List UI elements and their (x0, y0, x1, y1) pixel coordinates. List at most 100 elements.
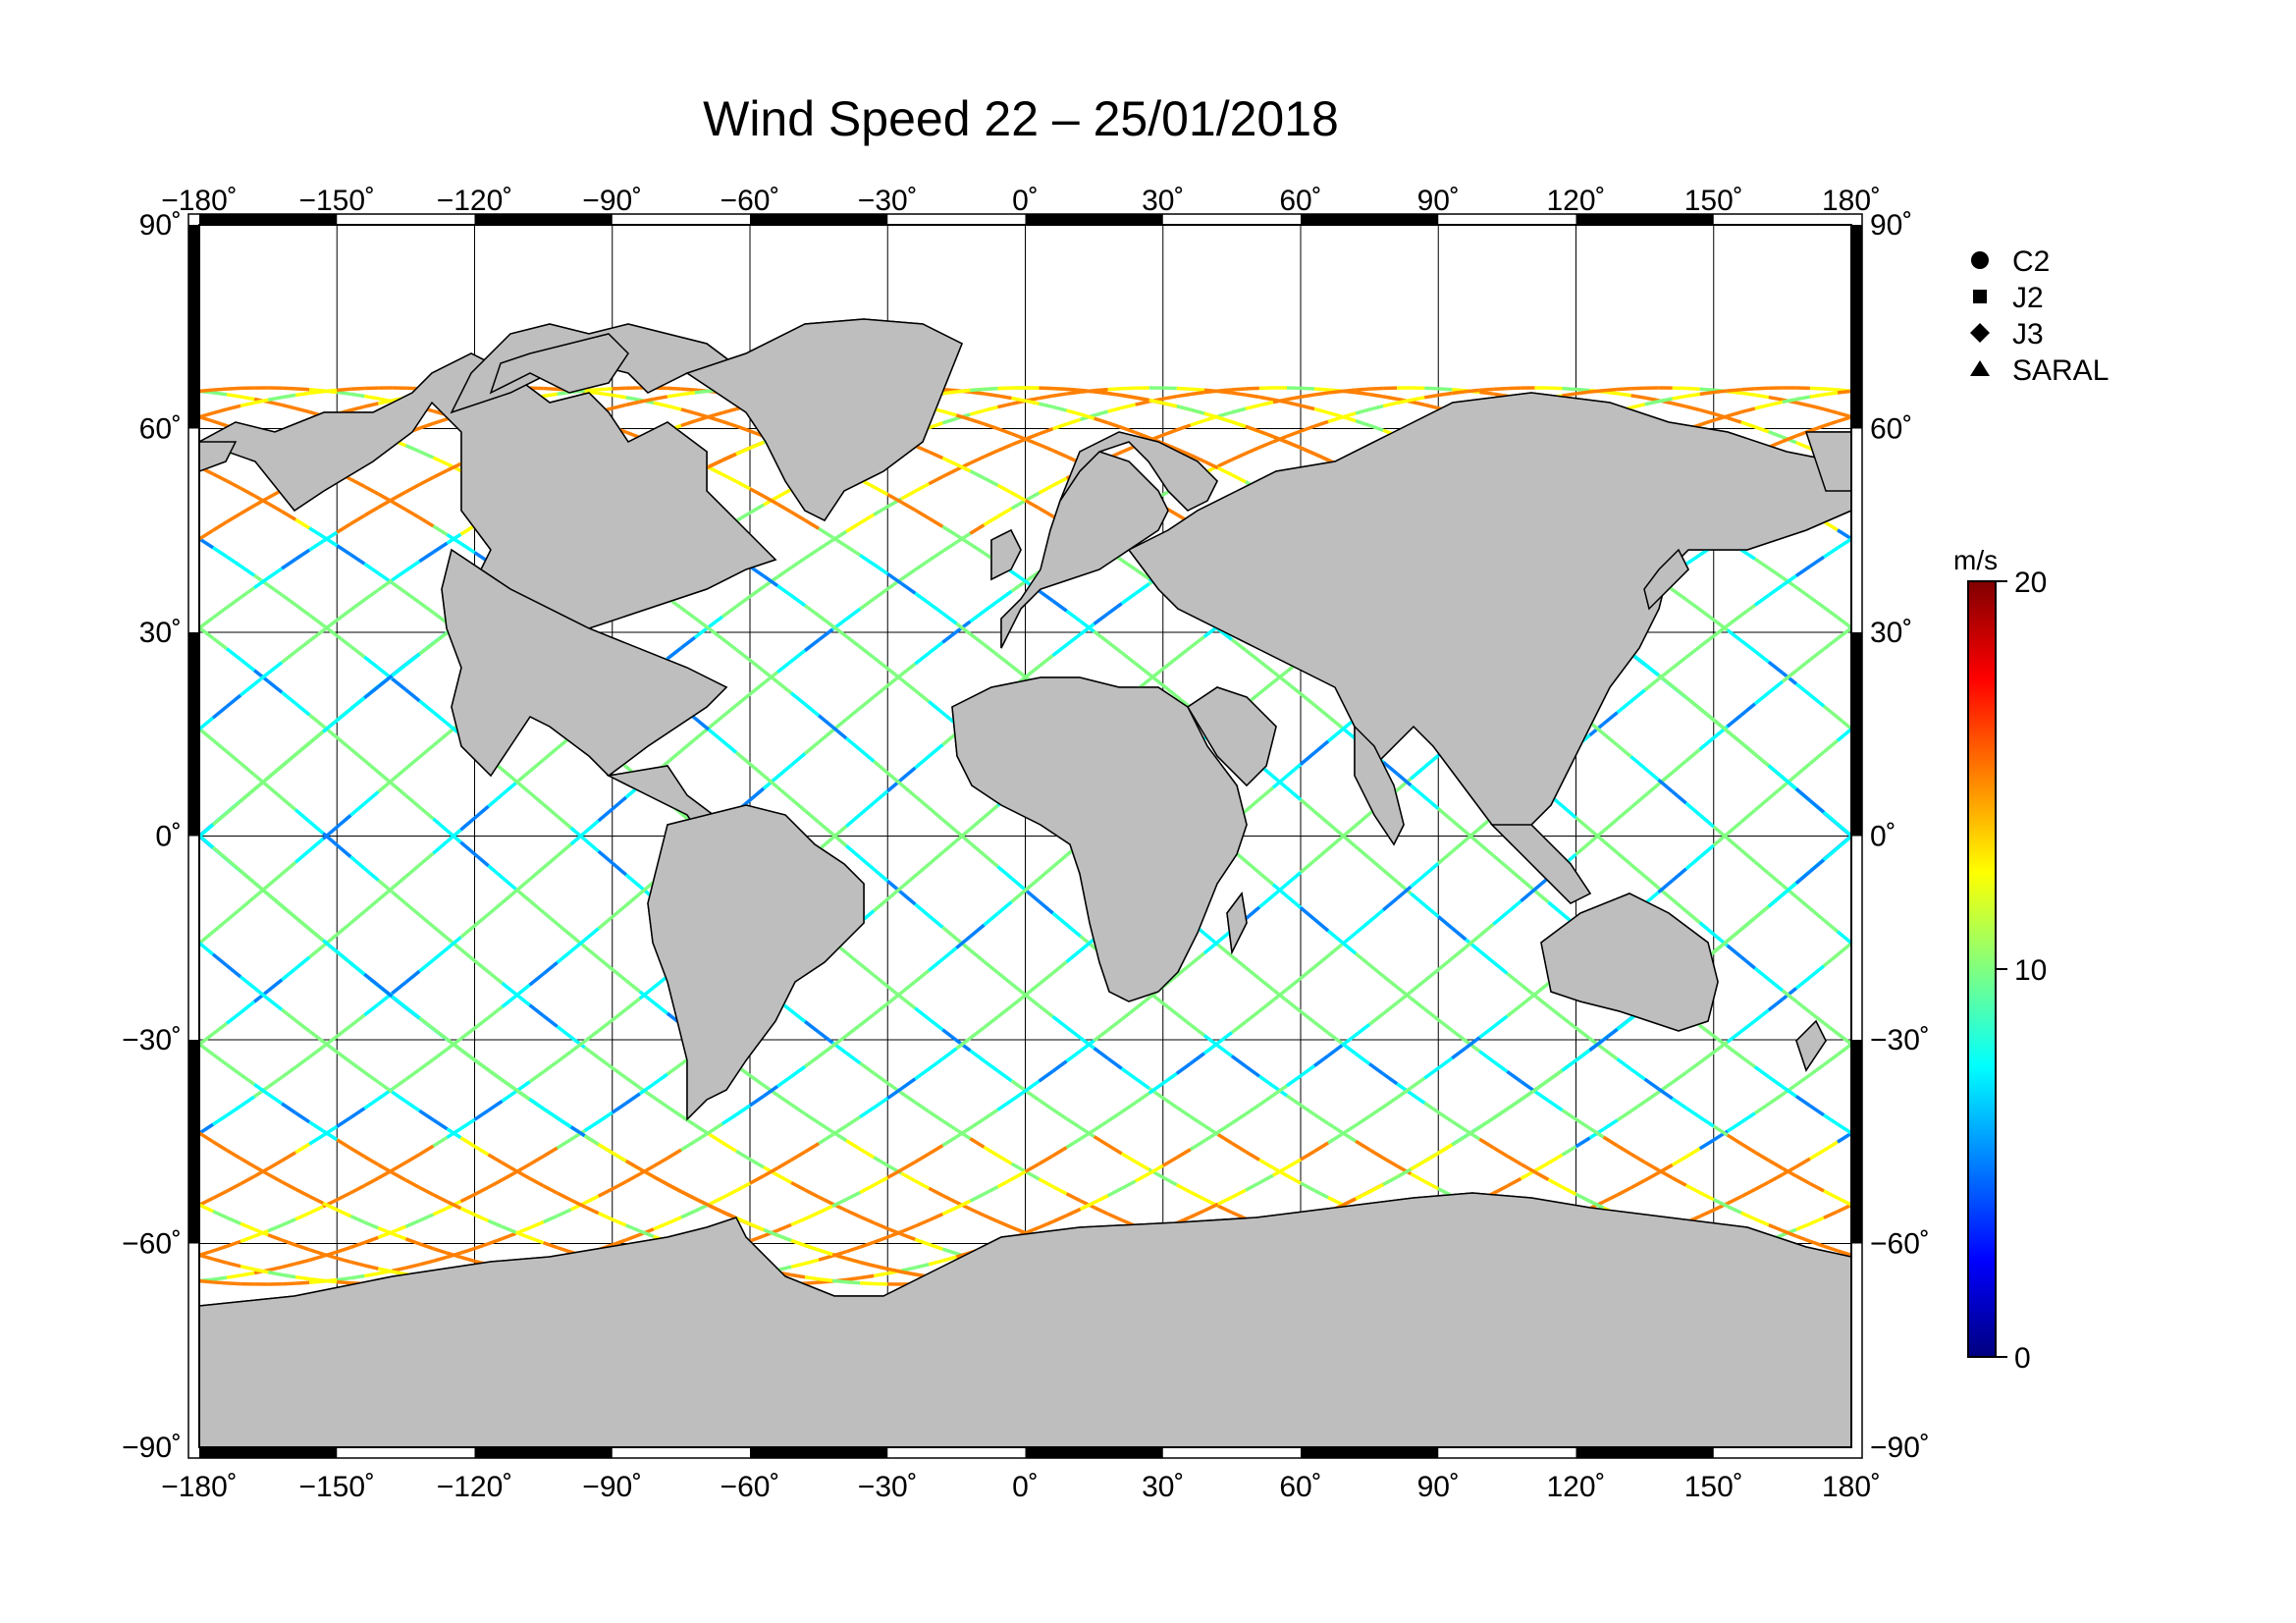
track-segment (1423, 903, 1440, 918)
track-segment (1768, 1172, 1784, 1184)
track-segment (859, 748, 876, 763)
track-segment (391, 767, 407, 783)
track-segment (1368, 423, 1384, 432)
track-segment (996, 1069, 1013, 1083)
track-segment (886, 991, 903, 1005)
track-segment (487, 901, 504, 916)
track-segment (1024, 877, 1041, 893)
track-segment (404, 1218, 421, 1228)
track-segment (253, 1166, 269, 1178)
track-segment (612, 393, 627, 400)
track-segment (1684, 855, 1701, 871)
track-segment (211, 606, 229, 620)
track-segment (667, 393, 682, 399)
track-segment (199, 1203, 214, 1214)
track-segment (1561, 1145, 1577, 1157)
track-segment (1038, 507, 1054, 518)
track-segment (501, 1170, 517, 1182)
track-segment (391, 981, 407, 996)
track-segment (1643, 677, 1660, 692)
track-segment (501, 768, 517, 783)
track-segment (1465, 831, 1481, 845)
track-segment (886, 886, 903, 901)
track-segment (983, 405, 998, 412)
track-segment (1038, 654, 1054, 669)
track-segment (267, 502, 284, 514)
track-segment (363, 972, 380, 987)
track-segment (1051, 422, 1068, 431)
track-segment (281, 690, 297, 705)
track-segment (556, 1025, 572, 1039)
track-segment (528, 866, 545, 881)
track-segment (873, 1271, 888, 1278)
track-segment (1836, 822, 1851, 838)
track-segment (803, 809, 821, 824)
track-segment (1327, 1121, 1344, 1134)
track-segment (1575, 1049, 1591, 1062)
track-segment (790, 510, 806, 522)
track-segment (1024, 1079, 1041, 1093)
track-segment (349, 1107, 366, 1119)
track-segment (1272, 398, 1288, 405)
track-segment (708, 410, 723, 419)
track-segment (1630, 386, 1645, 391)
track-segment (349, 514, 366, 526)
track-segment (1066, 390, 1081, 396)
track-segment (349, 855, 366, 870)
track-segment (363, 562, 380, 575)
track-segment (1533, 1079, 1550, 1092)
track-segment (1245, 404, 1260, 410)
track-segment (873, 684, 889, 699)
track-segment (1065, 1192, 1082, 1203)
track-segment (404, 508, 421, 519)
track-segment (928, 1056, 944, 1071)
track-segment (1312, 739, 1330, 755)
japan (1643, 548, 1689, 611)
track-segment (267, 567, 284, 580)
track-segment (1368, 392, 1384, 399)
track-segment (928, 1186, 944, 1198)
track-segment (996, 1154, 1013, 1165)
track-segment (253, 494, 269, 506)
track-segment (611, 1102, 627, 1114)
track-segment (1410, 396, 1425, 403)
track-segment (212, 1140, 228, 1152)
track-segment (859, 1147, 876, 1160)
track-segment (391, 1161, 407, 1172)
track-segment (1822, 918, 1840, 934)
track-segment (363, 1235, 379, 1245)
track-segment (583, 819, 600, 835)
track-segment (873, 1071, 889, 1085)
track-segment (983, 959, 999, 975)
track-segment (391, 676, 407, 691)
track-segment (487, 1005, 504, 1019)
track-segment (749, 440, 765, 450)
track-segment (941, 1028, 958, 1042)
track-segment (818, 526, 834, 539)
track-segment (322, 619, 339, 632)
track-segment (377, 674, 394, 688)
track-segment (831, 725, 848, 740)
track-segment (1589, 388, 1604, 394)
track-segment (734, 751, 752, 766)
track-segment (624, 1092, 641, 1106)
track-segment (1410, 892, 1426, 907)
frame-bar-top (1301, 214, 1439, 225)
track-segment (337, 1275, 351, 1282)
north-america-south (441, 548, 728, 778)
track-segment (955, 1199, 972, 1210)
track-segment (845, 736, 862, 751)
track-segment (1740, 1211, 1756, 1221)
track-segment (776, 502, 792, 514)
track-segment (1836, 716, 1851, 730)
lon-label-top: 60˚ (1279, 185, 1321, 217)
track-segment (1189, 1023, 1205, 1037)
track-segment (749, 503, 765, 514)
track-segment (1190, 387, 1204, 392)
track-segment (226, 1148, 241, 1161)
track-segment (693, 617, 710, 630)
track-segment (721, 739, 738, 754)
track-segment (721, 1210, 737, 1220)
satellite-legend: C2 J2 J3 SARAL (1970, 245, 2109, 387)
track-segment (294, 741, 311, 757)
